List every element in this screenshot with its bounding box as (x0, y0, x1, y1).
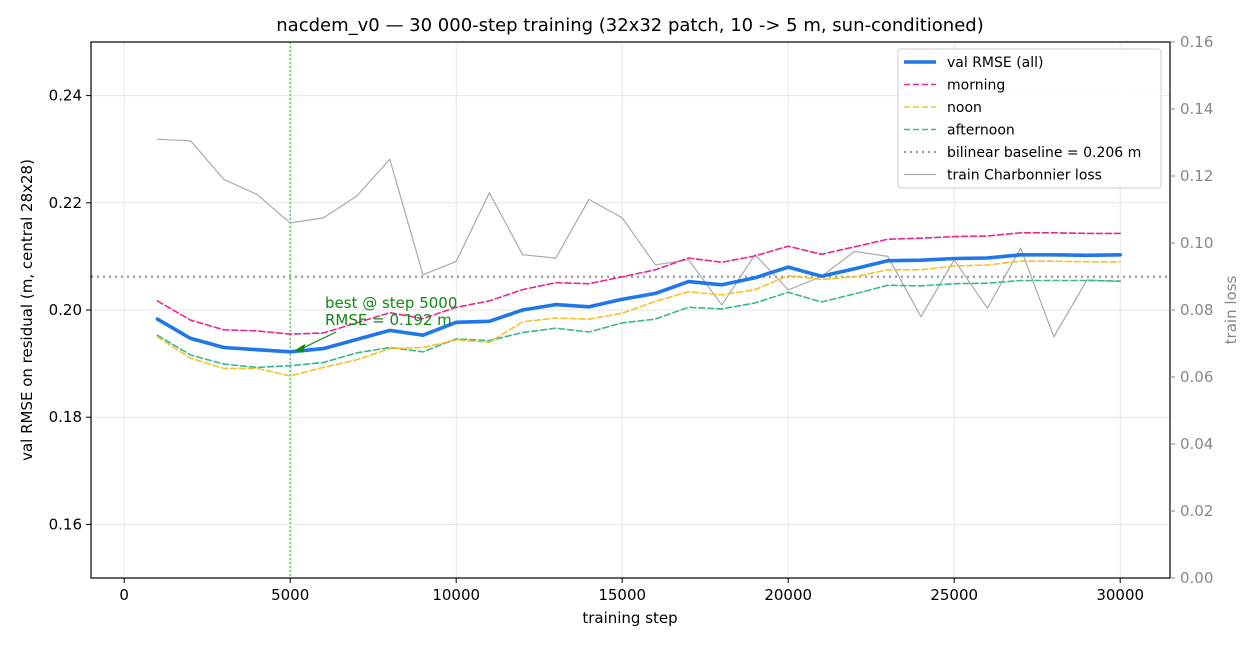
legend-label: train Charbonnier loss (947, 168, 1102, 184)
annotation-label-line2: RMSE = 0.192 m (325, 311, 452, 329)
legend-label: morning (947, 78, 1005, 94)
y-tick-label: 0.20 (49, 301, 82, 319)
x-tick-label: 15000 (598, 586, 646, 604)
y-axis-label: val RMSE on residual (m, central 28x28) (18, 159, 36, 461)
x-tick-label: 5000 (271, 586, 309, 604)
x-axis-label: training step (582, 609, 677, 627)
x-tick-label: 0 (119, 586, 129, 604)
series-line-afternoon (156, 279, 1121, 369)
y2-axis-label: train loss (1222, 275, 1240, 344)
y2-tick-label: 0.08 (1180, 301, 1213, 319)
y2-tick-label: 0.16 (1180, 33, 1213, 51)
legend-label: bilinear baseline = 0.206 m (947, 145, 1141, 161)
annotation-label-line1: best @ step 5000 (325, 294, 457, 312)
y2-tick-label: 0.04 (1180, 435, 1213, 453)
y-tick-label: 0.24 (49, 87, 82, 105)
series-line-train-charbonnier-loss (156, 138, 1121, 338)
legend-label: afternoon (947, 123, 1015, 139)
y2-tick-label: 0.10 (1180, 234, 1213, 252)
series-line-noon (156, 260, 1121, 377)
series-line-val-rmse-all (155, 253, 1122, 354)
legend-box (897, 48, 1162, 189)
annotation-arrow-head (294, 343, 306, 353)
axes: 0 5000 10000 15000 20000 25000 30000 0.16 0.18 0.… (49, 33, 1214, 604)
x-tick-label: 30000 (1096, 586, 1144, 604)
legend: val RMSE (all) morning noon afternoon biline… (897, 48, 1162, 189)
y-tick-label: 0.18 (49, 408, 82, 426)
legend-label: noon (947, 100, 982, 116)
x-tick-label: 10000 (432, 586, 480, 604)
legend-label: val RMSE (all) (947, 55, 1043, 71)
chart-title: nacdem_v0 — 30 000-step training (32x32 … (276, 15, 983, 36)
series-line-morning (156, 232, 1121, 335)
y2-tick-label: 0.00 (1180, 569, 1213, 587)
y2-tick-label: 0.06 (1180, 368, 1213, 386)
x-tick-label: 25000 (930, 586, 978, 604)
y-tick-label: 0.16 (49, 515, 82, 533)
x-tick-label: 20000 (764, 586, 812, 604)
y2-tick-label: 0.14 (1180, 100, 1213, 118)
annotation-arrow-line (298, 331, 337, 351)
y2-tick-label: 0.02 (1180, 502, 1213, 520)
y-tick-label: 0.22 (49, 194, 82, 212)
series-layer (155, 138, 1122, 377)
y2-tick-label: 0.12 (1180, 167, 1213, 185)
